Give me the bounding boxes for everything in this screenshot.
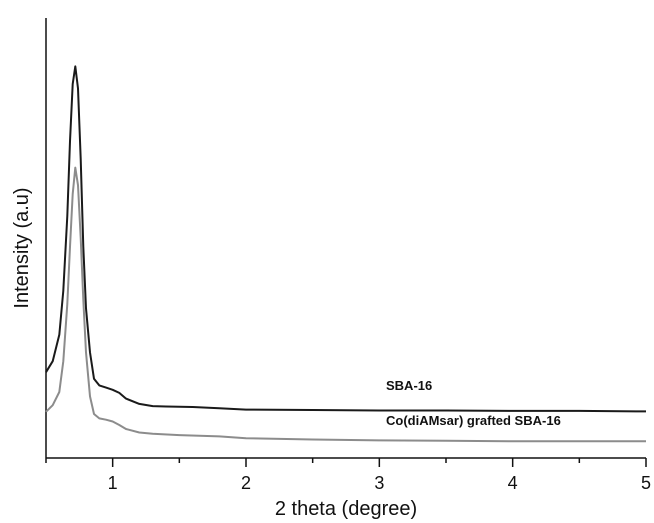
y-axis-title: Intensity (a.u) — [11, 187, 33, 308]
series-label: SBA-16 — [386, 378, 432, 393]
series-line — [45, 166, 646, 443]
x-tick-label: 3 — [374, 473, 384, 493]
series-line — [45, 65, 647, 413]
axes: 1 2 3 4 5 — [45, 18, 651, 493]
x-tick-label: 5 — [641, 473, 651, 493]
series-label: Co(diAMsar) grafted SBA-16 — [386, 413, 561, 428]
series-lines — [45, 65, 647, 443]
series-labels: SBA-16 Co(diAMsar) grafted SBA-16 — [386, 378, 561, 428]
x-axis-title: 2 theta (degree) — [275, 498, 417, 520]
x-tick-label: 4 — [508, 473, 518, 493]
x-tick-label: 2 — [241, 473, 251, 493]
x-tick-label: 1 — [108, 473, 118, 493]
x-ticks: 1 2 3 4 5 — [45, 458, 651, 493]
